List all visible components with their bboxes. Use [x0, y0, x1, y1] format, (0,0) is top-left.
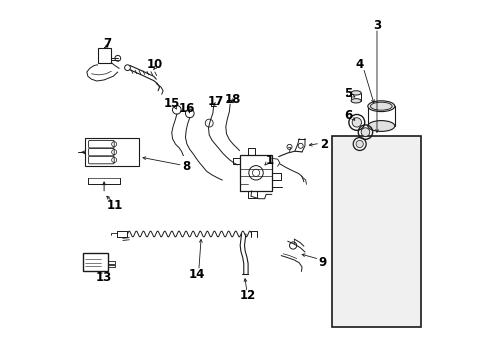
Text: 15: 15: [163, 97, 180, 110]
Text: 8: 8: [182, 160, 190, 173]
Bar: [331, 136, 420, 327]
Text: 13: 13: [95, 271, 111, 284]
Text: 5: 5: [344, 87, 351, 100]
Text: 2: 2: [319, 138, 327, 150]
Text: 16: 16: [178, 102, 195, 114]
Bar: [98, 48, 111, 63]
Text: 3: 3: [372, 19, 380, 32]
Ellipse shape: [367, 101, 394, 112]
Text: 7: 7: [102, 37, 111, 50]
Circle shape: [355, 140, 363, 148]
Text: 6: 6: [344, 109, 351, 122]
Bar: [240, 155, 271, 191]
Text: 14: 14: [188, 268, 205, 281]
Text: 12: 12: [240, 289, 256, 302]
Bar: [85, 138, 139, 166]
Text: 18: 18: [224, 93, 241, 105]
Text: 4: 4: [355, 58, 363, 71]
Ellipse shape: [367, 121, 394, 131]
Text: 10: 10: [147, 58, 163, 71]
Text: 9: 9: [318, 256, 326, 269]
Circle shape: [351, 118, 361, 127]
Ellipse shape: [350, 91, 361, 95]
Text: 11: 11: [106, 199, 123, 212]
Ellipse shape: [350, 99, 361, 103]
Circle shape: [361, 128, 369, 136]
Text: 1: 1: [265, 154, 273, 167]
Text: 17: 17: [207, 95, 224, 108]
